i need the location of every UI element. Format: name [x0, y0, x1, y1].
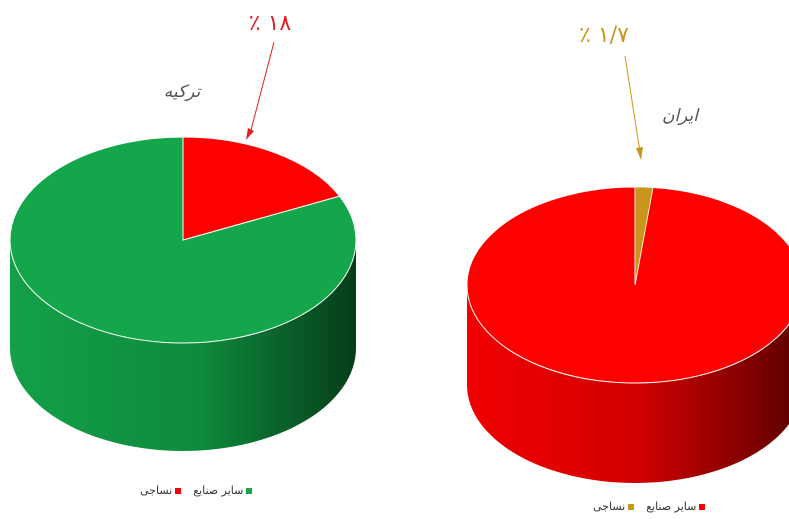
pie-turkey-leader-line	[249, 41, 275, 135]
pie-iran	[466, 186, 789, 483]
legend-iran-label-other: سایر صنایع	[646, 500, 697, 513]
legend-iran-label-textile: نساجی	[593, 500, 626, 513]
pie-iran-side	[467, 285, 789, 483]
pie-iran-leader-line	[624, 55, 641, 153]
pie-turkey-title: ترکیه	[164, 82, 203, 102]
legend-turkey-swatch-textile	[175, 487, 182, 494]
legend-turkey: سایر صنایع نساجی	[132, 484, 253, 497]
pie-iran-slice-textile	[634, 186, 654, 286]
pie-iran-pct-label: ٪ ۱/۷	[579, 23, 629, 48]
pie-iran-leader-arrow	[636, 147, 643, 160]
pie-turkey-leader-arrow	[246, 128, 254, 140]
legend-turkey-swatch-other	[246, 487, 253, 494]
pie-iran-slice-other	[466, 186, 789, 384]
legend-iran-swatch-textile	[628, 503, 635, 510]
legend-iran-item-textile: نساجی	[593, 500, 635, 513]
pie-turkey-pct-label: ٪ ۱۸	[249, 11, 292, 36]
legend-iran-swatch-other	[699, 503, 706, 510]
pie-turkey-slice-textile	[182, 136, 341, 241]
legend-turkey-label-textile: نساجی	[140, 484, 173, 497]
legend-turkey-item-textile: نساجی	[140, 484, 182, 497]
legend-iran: سایر صنایع نساجی	[585, 500, 706, 513]
pie-iran-title: ایران	[662, 106, 700, 126]
legend-turkey-label-other: سایر صنایع	[193, 484, 244, 497]
pie-turkey-side	[10, 240, 356, 451]
legend-iran-item-other: سایر صنایع	[646, 500, 706, 513]
pie-turkey	[9, 136, 357, 451]
legend-turkey-item-other: سایر صنایع	[193, 484, 253, 497]
